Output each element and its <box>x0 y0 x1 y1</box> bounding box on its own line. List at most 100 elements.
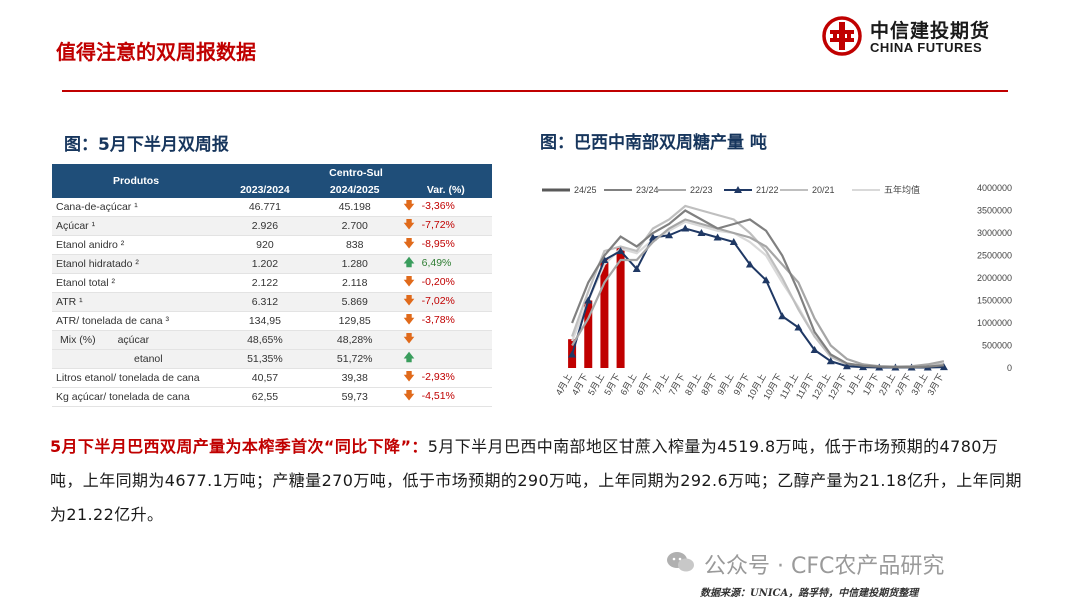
marker-21-22-11 <box>745 260 754 268</box>
row-label: Etanol anidro ² <box>52 235 220 255</box>
bar-24/25-1 <box>584 300 593 368</box>
table-row: etanol 51,35% 51,72% 🡅 <box>52 349 492 369</box>
row-label: Cana-de-açúcar ¹ <box>52 198 220 217</box>
value-2024: 39,38 <box>309 368 400 388</box>
legend-label: 23/24 <box>636 185 659 195</box>
y-tick-label: 2500000 <box>977 251 1012 261</box>
legend-marker <box>734 186 742 193</box>
y-tick-label: 2000000 <box>977 273 1012 283</box>
value-2023: 2.122 <box>220 273 310 293</box>
table-row: Etanol total ² 2.122 2.118 🡇 -0,20% <box>52 273 492 293</box>
var-cell: 🡅 <box>399 349 492 369</box>
down-arrow-icon: 🡇 <box>403 200 415 212</box>
var-cell: 🡇 -2,93% <box>399 368 492 388</box>
legend-label: 五年均值 <box>884 184 920 195</box>
var-cell: 🡇 -3,78% <box>399 311 492 331</box>
marker-21-22-7 <box>681 224 690 232</box>
value-2023: 48,65% <box>220 330 310 350</box>
mix-label: Mix (%) <box>60 334 96 346</box>
legend-label: 24/25 <box>574 185 597 195</box>
value-2023: 51,35% <box>220 349 310 369</box>
y-axis-ticks: 0 500000 1000000 1500000 2000000 2500000 30000… <box>977 183 1012 373</box>
citic-logo-icon <box>822 16 862 56</box>
marker-21-22-5 <box>648 233 657 241</box>
marker-21-22-9 <box>713 233 722 241</box>
marker-21-22-15 <box>810 346 819 353</box>
var-value: -0,20% <box>421 276 455 288</box>
logo-chinese-text: 中信建投期货 <box>870 20 991 42</box>
row-label: Litros etanol/ tonelada de cana <box>52 368 220 388</box>
marker-21-22-6 <box>665 231 674 239</box>
production-table: Produtos Centro-Sul 2023/2024 2024/2025 … <box>52 164 492 407</box>
var-cell: 🡇 -7,72% <box>399 216 492 236</box>
marker-21-22-16 <box>826 357 835 365</box>
col-header-produtos: Produtos <box>52 164 220 198</box>
var-value: -7,72% <box>421 219 455 231</box>
col-header-var: Var. (%) <box>399 181 492 198</box>
mix-sub-label: etanol <box>134 353 163 365</box>
watermark-text: 公众号 · CFC农产品研究 <box>704 554 945 579</box>
logo-english-text: CHINA FUTURES <box>870 40 983 55</box>
value-2023: 134,95 <box>220 311 310 331</box>
down-arrow-icon: 🡇 <box>403 371 415 383</box>
table-row: Etanol anidro ² 920 838 🡇 -8,95% <box>52 235 492 255</box>
wechat-icon <box>667 552 694 572</box>
legend-label: 22/23 <box>690 185 713 195</box>
col-header-2024: 2024/2025 <box>309 181 400 198</box>
var-value: -4,51% <box>421 390 455 402</box>
up-arrow-icon: 🡅 <box>403 257 415 269</box>
marker-21-22-12 <box>762 276 771 284</box>
table-row: Litros etanol/ tonelada de cana 40,57 39,3… <box>52 368 492 388</box>
down-arrow-icon: 🡇 <box>403 390 415 402</box>
col-header-group: Centro-Sul <box>220 164 492 181</box>
x-tick-label: 3月下 <box>925 372 945 397</box>
down-arrow-icon: 🡇 <box>403 333 415 345</box>
data-source: 数据来源：UNICA，路孚特，中信建投期货整理 <box>700 588 919 599</box>
value-2023: 1.202 <box>220 254 310 274</box>
summary-paragraph: 5月下半月巴西双周产量为本榨季首次“同比下降”：5月下半月巴西中南部地区甘蔗入榨… <box>50 430 1025 532</box>
y-tick-label: 500000 <box>982 341 1012 351</box>
row-label: Etanol hidratado ² <box>52 254 220 274</box>
col-header-2023: 2023/2024 <box>220 181 310 198</box>
row-label: Açúcar ¹ <box>52 216 220 236</box>
summary-highlight: 5月下半月巴西双周产量为本榨季首次“同比下降”： <box>50 437 428 456</box>
table-row: ATR ¹ 6.312 5.869 🡇 -7,02% <box>52 292 492 312</box>
marker-21-22-0 <box>568 350 577 358</box>
value-2023: 920 <box>220 235 310 255</box>
value-2024: 59,73 <box>309 387 400 407</box>
bar-24/25-2 <box>600 258 609 368</box>
value-2024: 2.700 <box>309 216 400 236</box>
var-value: -3,78% <box>421 314 455 326</box>
up-arrow-icon: 🡅 <box>403 352 415 364</box>
marker-21-22-14 <box>794 323 803 331</box>
value-2024: 1.280 <box>309 254 400 274</box>
table-row: Açúcar ¹ 2.926 2.700 🡇 -7,72% <box>52 216 492 236</box>
value-2024: 48,28% <box>309 330 400 350</box>
line-20/21 <box>571 204 945 369</box>
right-figure-title: 图：巴西中南部双周糖产量 吨 <box>540 133 767 153</box>
marker-21-22-8 <box>697 229 706 236</box>
mix-sub-label-cell: etanol <box>52 349 220 369</box>
value-2024: 45.198 <box>309 198 400 217</box>
marker-21-22-23 <box>939 363 948 371</box>
var-value: 6,49% <box>421 257 452 269</box>
marker-21-22-1 <box>584 296 593 304</box>
table-row: Kg açúcar/ tonelada de cana 62,55 59,73 🡇 -4… <box>52 387 492 407</box>
value-2023: 40,57 <box>220 368 310 388</box>
marker-21-22-17 <box>842 362 851 370</box>
line-23/24 <box>571 209 945 369</box>
table-row: Etanol hidratado ² 1.202 1.280 🡅 6,49% <box>52 254 492 274</box>
value-2024: 51,72% <box>309 349 400 369</box>
row-label: ATR/ tonelada de cana ³ <box>52 311 220 331</box>
value-2023: 46.771 <box>220 198 310 217</box>
var-value: -8,95% <box>421 238 455 250</box>
page-title: 值得注意的双周报数据 <box>56 40 256 64</box>
down-arrow-icon: 🡇 <box>403 295 415 307</box>
var-cell: 🡇 <box>399 330 492 350</box>
value-2024: 129,85 <box>309 311 400 331</box>
var-cell: 🡇 -8,95% <box>399 235 492 255</box>
var-cell: 🡇 -7,02% <box>399 292 492 312</box>
row-label: Etanol total ² <box>52 273 220 293</box>
value-2024: 2.118 <box>309 273 400 293</box>
chart-legend: 24/25 23/24 22/23 21/22 20/21 五年均值 <box>542 184 920 195</box>
